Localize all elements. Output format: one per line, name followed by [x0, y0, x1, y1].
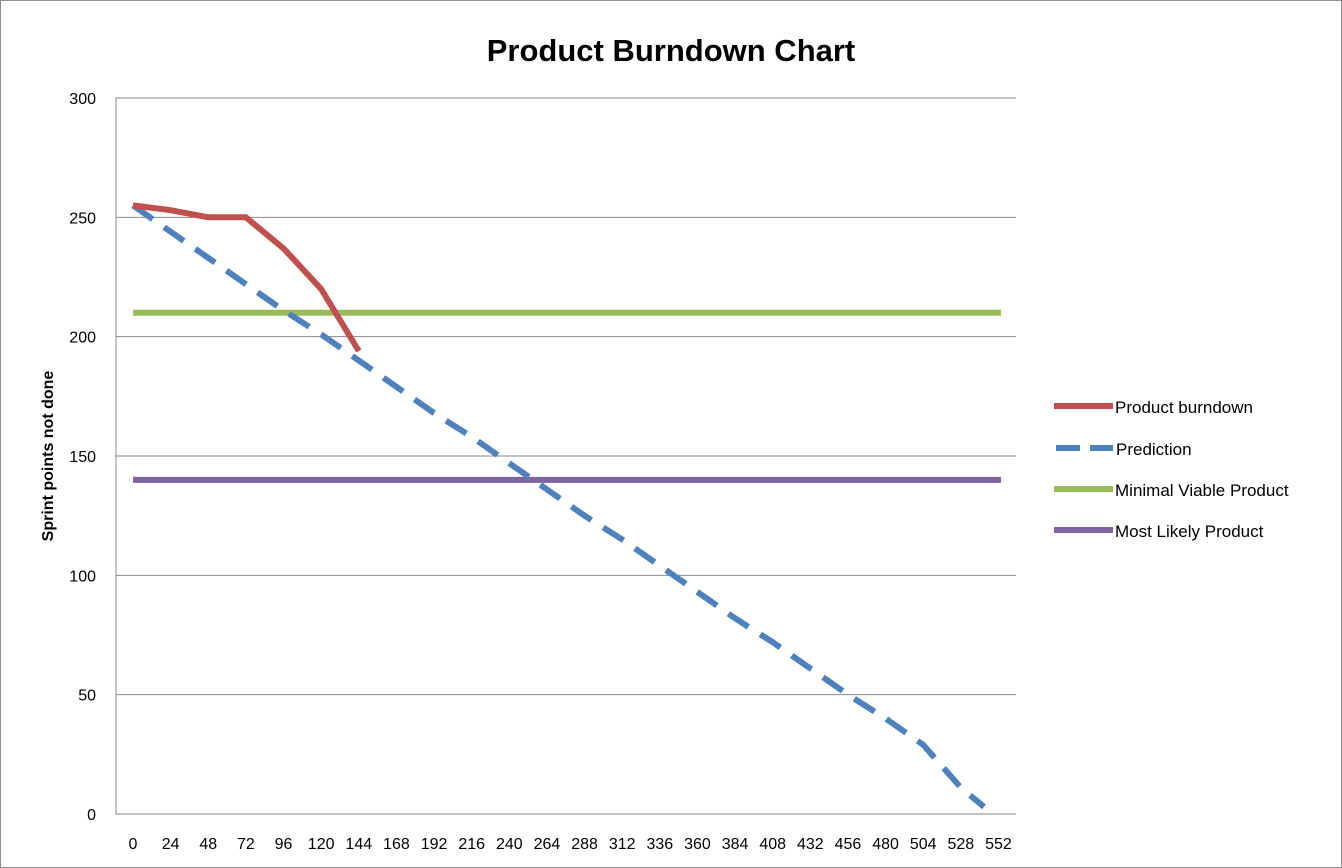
x-tick-label: 504: [910, 836, 937, 853]
x-tick-label: 480: [872, 836, 899, 853]
gridlines: [115, 97, 1016, 815]
x-tick-label: 48: [199, 836, 217, 853]
series-lines: [131, 202, 1001, 810]
y-axis-label: Sprint points not done: [40, 371, 57, 542]
y-tick-label: 250: [69, 210, 96, 227]
x-tick-label: 528: [948, 836, 975, 853]
y-tick-label: 0: [87, 807, 96, 824]
y-axis-ticks: 0 50 100 150 200 250 300: [69, 91, 96, 824]
x-tick-label: 432: [797, 836, 824, 853]
legend-label: Prediction: [1116, 440, 1192, 459]
y-tick-label: 50: [78, 688, 96, 705]
series-line-prediction: [131, 202, 986, 810]
x-tick-label: 120: [308, 836, 335, 853]
x-tick-label: 96: [275, 836, 293, 853]
x-tick-label: 264: [534, 836, 561, 853]
x-tick-label: 552: [985, 836, 1012, 853]
x-tick-label: 336: [646, 836, 673, 853]
x-tick-label: 360: [684, 836, 711, 853]
x-tick-label: 240: [496, 836, 523, 853]
x-tick-label: 312: [609, 836, 636, 853]
x-tick-label: 384: [722, 836, 749, 853]
legend-label: Minimal Viable Product: [1115, 481, 1289, 500]
x-tick-label: 288: [571, 836, 598, 853]
x-tick-label: 408: [759, 836, 786, 853]
y-tick-label: 150: [69, 449, 96, 466]
x-tick-label: 216: [458, 836, 485, 853]
x-tick-label: 456: [835, 836, 862, 853]
chart-title: Product Burndown Chart: [487, 33, 856, 68]
x-tick-label: 24: [162, 836, 180, 853]
legend-label: Most Likely Product: [1115, 522, 1264, 541]
y-tick-label: 100: [69, 568, 96, 585]
y-tick-label: 200: [69, 330, 96, 347]
y-tick-label: 300: [69, 91, 96, 108]
x-tick-label: 0: [129, 836, 138, 853]
x-tick-label: 72: [237, 836, 255, 853]
x-tick-label: 144: [345, 836, 372, 853]
x-tick-label: 168: [383, 836, 410, 853]
x-axis-ticks: 0 24 48 72 96 120 144 168 192 216 240 264 288 312 336 3…: [129, 836, 1012, 853]
legend-label: Product burndown: [1115, 398, 1253, 417]
legend: Product burndown Prediction Minimal Viable…: [1054, 398, 1289, 541]
x-tick-label: 192: [421, 836, 448, 853]
series-line-product-burndown: [132, 202, 362, 353]
